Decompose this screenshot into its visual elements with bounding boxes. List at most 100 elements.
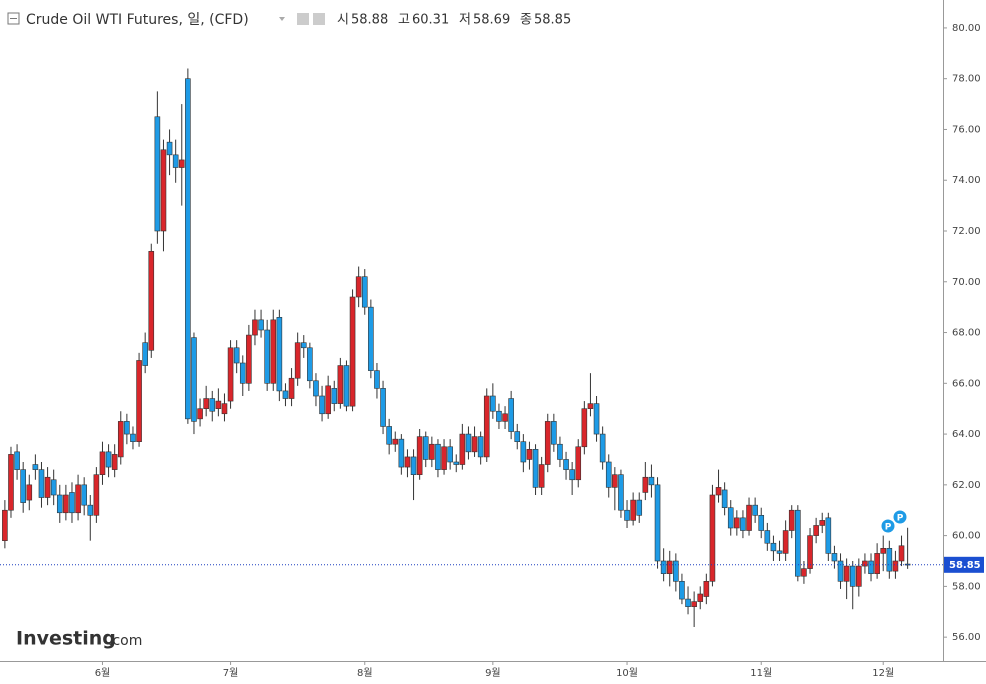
candle-body — [191, 337, 197, 422]
x-tick-label: 9월 — [485, 667, 501, 679]
candle-body — [50, 479, 57, 496]
candle-body — [605, 461, 612, 488]
ohlc-value: 58.85 — [534, 13, 571, 28]
candle-body — [496, 410, 502, 422]
logo-suffix: .com — [108, 633, 142, 649]
candle-body — [130, 433, 136, 442]
last-price-label: 58.85 — [949, 560, 981, 571]
candle-body — [435, 443, 441, 470]
candle-body — [459, 433, 466, 465]
candle-body — [331, 388, 338, 404]
candle-body — [587, 403, 594, 409]
logo: Investing — [16, 628, 116, 650]
candle-body — [843, 565, 850, 582]
y-tick-label: 78.00 — [952, 74, 981, 85]
candle-body — [782, 530, 789, 554]
candle-body — [599, 433, 606, 463]
candle-body — [32, 464, 39, 470]
ohlc-value: 60.31 — [412, 13, 449, 28]
ohlc-value: 58.69 — [473, 13, 510, 28]
dropdown-arrow[interactable] — [279, 17, 285, 21]
y-tick-label: 66.00 — [952, 378, 981, 389]
candle-body — [465, 433, 472, 453]
candle-body — [886, 548, 893, 572]
candle-body — [300, 342, 307, 349]
candle-body — [508, 398, 514, 432]
event-marker — [892, 509, 908, 525]
candle-body — [813, 525, 819, 536]
x-tick-label: 6월 — [95, 667, 111, 679]
y-tick-label: 72.00 — [952, 226, 981, 237]
x-tick-label: 12월 — [872, 667, 894, 679]
candle-body — [697, 593, 704, 602]
candle-body — [410, 456, 417, 475]
x-tick-label: 11월 — [750, 667, 772, 679]
candle-body — [709, 494, 716, 582]
ohlc-prefix: 종 — [520, 13, 532, 28]
candle-body — [703, 581, 710, 597]
candle-body — [252, 319, 258, 336]
candle-body — [197, 408, 203, 420]
candle-body — [593, 403, 600, 435]
candle-body — [831, 553, 838, 562]
candle-body — [325, 385, 331, 415]
candle-body — [294, 342, 301, 379]
candle-body — [819, 520, 826, 526]
candle-body — [221, 403, 228, 415]
candle-body — [166, 141, 173, 156]
settings-icon[interactable] — [297, 13, 309, 25]
candle-body — [502, 413, 508, 422]
candle-body — [563, 459, 569, 470]
candle-body — [727, 507, 734, 529]
candle-body — [233, 347, 240, 364]
candle-body — [624, 509, 630, 521]
candle-body — [264, 329, 270, 384]
candle-body — [75, 484, 81, 514]
candle-body — [630, 499, 636, 521]
candle-body — [154, 116, 161, 232]
candle-body — [69, 492, 75, 514]
y-tick-label: 70.00 — [952, 277, 981, 288]
x-tick-label: 10월 — [616, 667, 638, 679]
candle-body — [136, 360, 142, 442]
y-tick-label: 64.00 — [952, 429, 981, 440]
candle-body — [343, 365, 350, 407]
candle-body — [612, 474, 618, 488]
candle-body — [8, 454, 14, 511]
candle-body — [788, 509, 795, 531]
candle-body — [666, 560, 673, 574]
candle-body — [93, 474, 100, 516]
candle-body — [374, 370, 380, 389]
candle-body — [691, 601, 697, 607]
event-label: P — [885, 523, 892, 533]
candle-body — [520, 441, 527, 463]
candle-body — [764, 530, 771, 544]
candle-body — [270, 319, 277, 384]
candle-body — [581, 408, 588, 448]
candle-body — [758, 515, 765, 531]
candle-body — [654, 484, 661, 562]
candle-body — [20, 469, 26, 503]
candle-body — [239, 362, 246, 384]
candle-body — [307, 347, 313, 382]
ohlc-prefix: 고 — [398, 13, 410, 28]
chart-title: Crude Oil WTI Futures, 일, (CFD) — [26, 12, 249, 28]
candle-body — [368, 306, 374, 371]
candle-body — [544, 421, 551, 465]
collapse-icon[interactable] — [7, 12, 20, 25]
candle-body — [471, 436, 478, 453]
candle-body — [721, 489, 728, 508]
candle-body — [795, 509, 801, 577]
y-tick-label: 74.00 — [952, 175, 981, 186]
candle-body — [124, 421, 130, 435]
candle-body — [770, 542, 777, 552]
last-price-box — [944, 556, 984, 573]
candle-body — [618, 474, 624, 511]
y-tick-label: 58.00 — [952, 581, 981, 592]
candle-body — [313, 380, 319, 397]
candle-body — [490, 395, 496, 412]
y-tick-label: 60.00 — [952, 531, 981, 542]
settings-icon[interactable] — [313, 13, 325, 25]
ohlc-prefix: 시 — [337, 13, 349, 28]
